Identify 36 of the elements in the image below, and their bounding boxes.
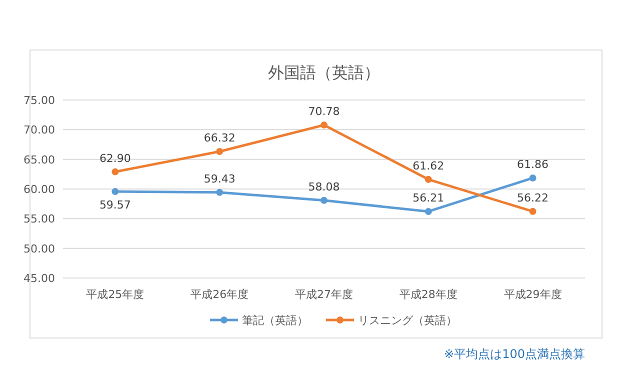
x-tick-label: 平成26年度 bbox=[190, 288, 249, 301]
point bbox=[112, 168, 119, 176]
chart-title: 外国語（英語） bbox=[268, 63, 380, 82]
data-label: 56.22 bbox=[517, 191, 549, 204]
data-label: 61.62 bbox=[412, 159, 444, 172]
data-label: 66.32 bbox=[204, 132, 236, 144]
point bbox=[529, 208, 536, 215]
data-label: 62.90 bbox=[99, 152, 131, 165]
text: ※平均点は100点満点換算 bbox=[444, 347, 585, 361]
point bbox=[424, 208, 432, 215]
legend-label: 筆記（英語） bbox=[242, 314, 308, 327]
data-label: 61.86 bbox=[517, 158, 549, 171]
x-tick-label: 平成27年度 bbox=[295, 288, 353, 301]
point bbox=[320, 196, 328, 204]
y-tick-label: 60.00 bbox=[24, 183, 55, 196]
y-tick-label: 45.00 bbox=[24, 272, 55, 285]
data-label: 58.08 bbox=[308, 180, 340, 194]
point bbox=[424, 176, 432, 183]
y-tick-label: 70.00 bbox=[24, 124, 55, 137]
point bbox=[529, 174, 536, 182]
y-tick-label: 55.00 bbox=[24, 212, 55, 226]
point bbox=[112, 188, 119, 196]
data-label: 59.57 bbox=[99, 198, 131, 212]
y-tick-label: 50.00 bbox=[24, 242, 55, 256]
point bbox=[216, 148, 224, 155]
data-label: 59.43 bbox=[204, 172, 236, 186]
x-tick-label: 平成29年度 bbox=[504, 288, 562, 301]
point bbox=[216, 188, 224, 196]
x-tick-label: 平成28年度 bbox=[399, 288, 458, 301]
y-tick-label: 65.00 bbox=[24, 153, 55, 166]
data-label: 70.78 bbox=[308, 105, 340, 118]
legend-label: リスニング（英語） bbox=[358, 314, 457, 327]
y-tick-label: 75.00 bbox=[24, 94, 55, 107]
point bbox=[320, 122, 328, 129]
data-label: 56.21 bbox=[412, 191, 444, 204]
x-tick-label: 平成25年度 bbox=[86, 288, 144, 301]
